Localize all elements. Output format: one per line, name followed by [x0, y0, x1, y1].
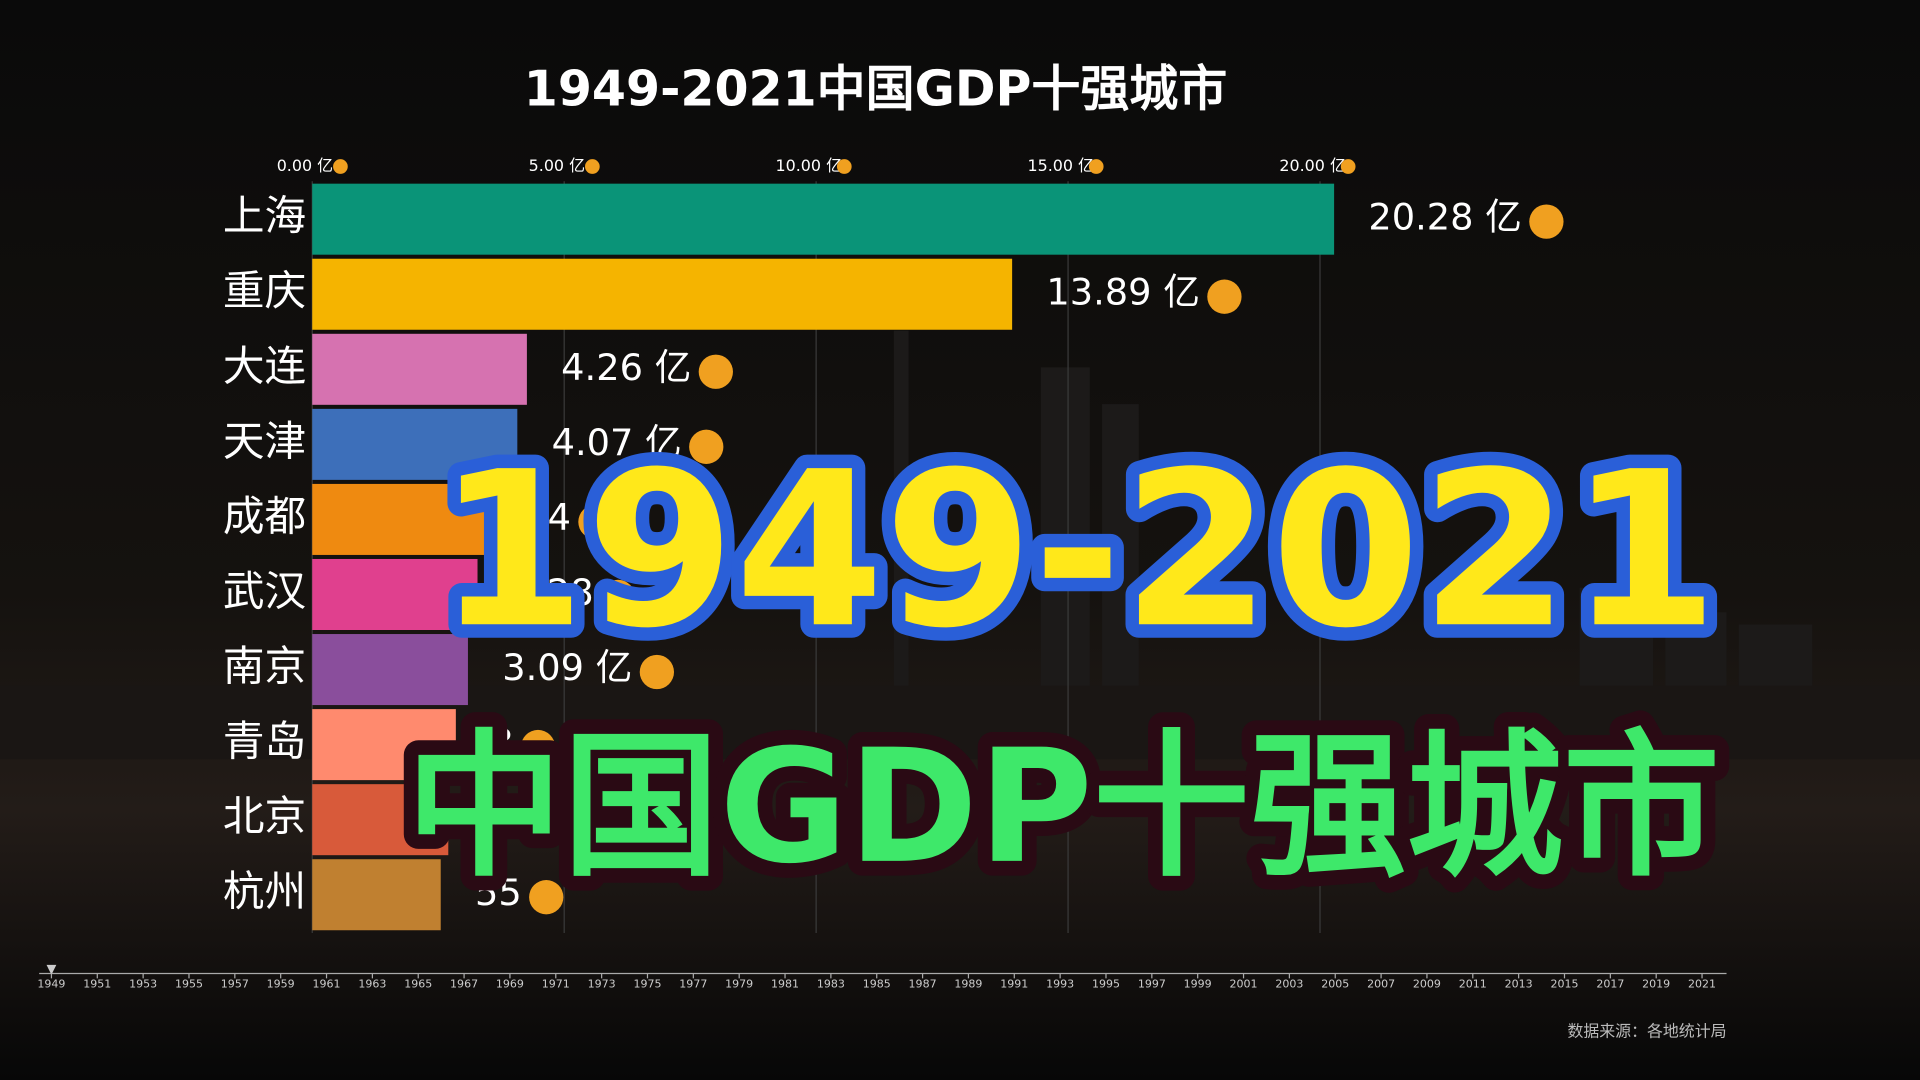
timeline-label: 2007	[1367, 977, 1395, 990]
bar	[312, 859, 441, 931]
timeline-label: 1961	[313, 977, 341, 990]
coin-icon	[836, 159, 852, 174]
bar	[312, 483, 514, 555]
money-bag-icon	[600, 579, 636, 615]
timeline-label: 1971	[542, 977, 570, 990]
source: 数据来源：各地统计局	[1567, 1022, 1726, 1041]
bar	[312, 784, 449, 856]
timeline-label: 2009	[1413, 977, 1441, 990]
category-label: 南京	[223, 642, 306, 691]
bar	[312, 333, 527, 405]
timeline-label: 1963	[358, 977, 386, 990]
money-bag-icon	[529, 880, 564, 915]
timeline-label: 1959	[267, 977, 295, 990]
money-bag-icon	[520, 729, 556, 765]
overlay: 1949-2021 中国GDP十强城市	[391, 412, 1734, 913]
x-tick-label: 10.00 亿	[776, 156, 843, 175]
timeline-label: 2019	[1642, 977, 1670, 990]
value-label: 4.07 亿	[552, 421, 682, 464]
x-tick-label: 15.00 亿	[1027, 156, 1094, 175]
coin-icon	[585, 159, 600, 174]
timeline-label: 1953	[129, 977, 157, 990]
timeline-label: 1987	[909, 977, 937, 990]
value-label: 3.09 亿	[502, 646, 632, 689]
timeline-label: 1993	[1046, 977, 1074, 990]
timeline-pointer	[46, 964, 57, 975]
category-label: 杭州	[223, 867, 306, 916]
timeline-label: 1951	[83, 977, 111, 990]
category-label: 大连	[223, 341, 306, 390]
timeline-label: 1997	[1138, 977, 1166, 990]
value-label: 4.26 亿	[561, 346, 691, 389]
timeline-label: 1995	[1092, 977, 1120, 990]
timeline-label: 1973	[588, 977, 616, 990]
money-bag-icon	[578, 504, 613, 540]
timeline-label: 2005	[1321, 977, 1349, 990]
coin-icon	[1088, 159, 1104, 174]
bar	[312, 183, 1335, 255]
timeline-label: 2011	[1459, 977, 1487, 990]
timeline-label: 1981	[771, 977, 799, 990]
category-label: 青岛	[223, 717, 306, 766]
value-label: 20.28 亿	[1368, 196, 1522, 239]
money-bag-icon	[1529, 204, 1564, 239]
timeline-label: 1991	[1000, 977, 1028, 990]
timeline-label: 1983	[817, 977, 845, 990]
timeline-label: 1979	[725, 977, 753, 990]
timeline-label: 2021	[1688, 977, 1716, 990]
value-label: 55	[475, 871, 522, 914]
x-tick-label: 0.00 亿	[277, 156, 333, 175]
x-tick-label: 20.00 亿	[1279, 156, 1346, 175]
value-label: 3.28	[512, 571, 594, 614]
x-tick-label: 5.00 亿	[529, 156, 585, 175]
timeline-label: 1999	[1184, 977, 1212, 990]
bar	[312, 709, 456, 781]
bar	[312, 258, 1013, 330]
timeline-label: 1949	[37, 977, 65, 990]
timeline-label: 2003	[1275, 977, 1303, 990]
timeline-label: 2013	[1505, 977, 1533, 990]
overlay-title: 中国GDP十强城市	[406, 716, 1720, 898]
timeline-label: 1985	[863, 977, 891, 990]
chart-title: 1949-2021中国GDP十强城市	[524, 60, 1227, 117]
value-label: 4	[548, 496, 571, 539]
value-label: 8	[490, 721, 513, 764]
overlay-year: 1949-2021	[437, 425, 1719, 675]
timeline-label: 1955	[175, 977, 203, 990]
bar	[312, 634, 468, 706]
timeline-label: 1965	[404, 977, 432, 990]
bar	[312, 408, 518, 480]
timeline-label: 2001	[1230, 977, 1258, 990]
timeline-label: 1977	[679, 977, 707, 990]
timeline-label: 1969	[496, 977, 524, 990]
timeline-label: 1967	[450, 977, 478, 990]
category-label: 北京	[223, 792, 306, 841]
category-label: 天津	[223, 416, 306, 465]
value-label: 13.89 亿	[1046, 271, 1200, 314]
category-label: 武汉	[223, 566, 306, 615]
money-bag-icon	[698, 354, 733, 389]
coin-icon	[333, 159, 348, 174]
category-label: 重庆	[223, 266, 306, 315]
category-label: 成都	[223, 491, 306, 540]
timeline-label: 1989	[954, 977, 982, 990]
timeline-label: 2017	[1596, 977, 1624, 990]
coin-icon	[1340, 159, 1356, 174]
timeline-label: 1957	[221, 977, 249, 990]
money-bag-icon	[1207, 279, 1242, 314]
timeline-label: 2015	[1550, 977, 1578, 990]
money-bag-icon	[639, 654, 675, 690]
timeline-label: 1975	[633, 977, 661, 990]
category-label: 上海	[223, 191, 306, 240]
bar	[312, 558, 478, 630]
money-bag-icon	[689, 429, 724, 464]
